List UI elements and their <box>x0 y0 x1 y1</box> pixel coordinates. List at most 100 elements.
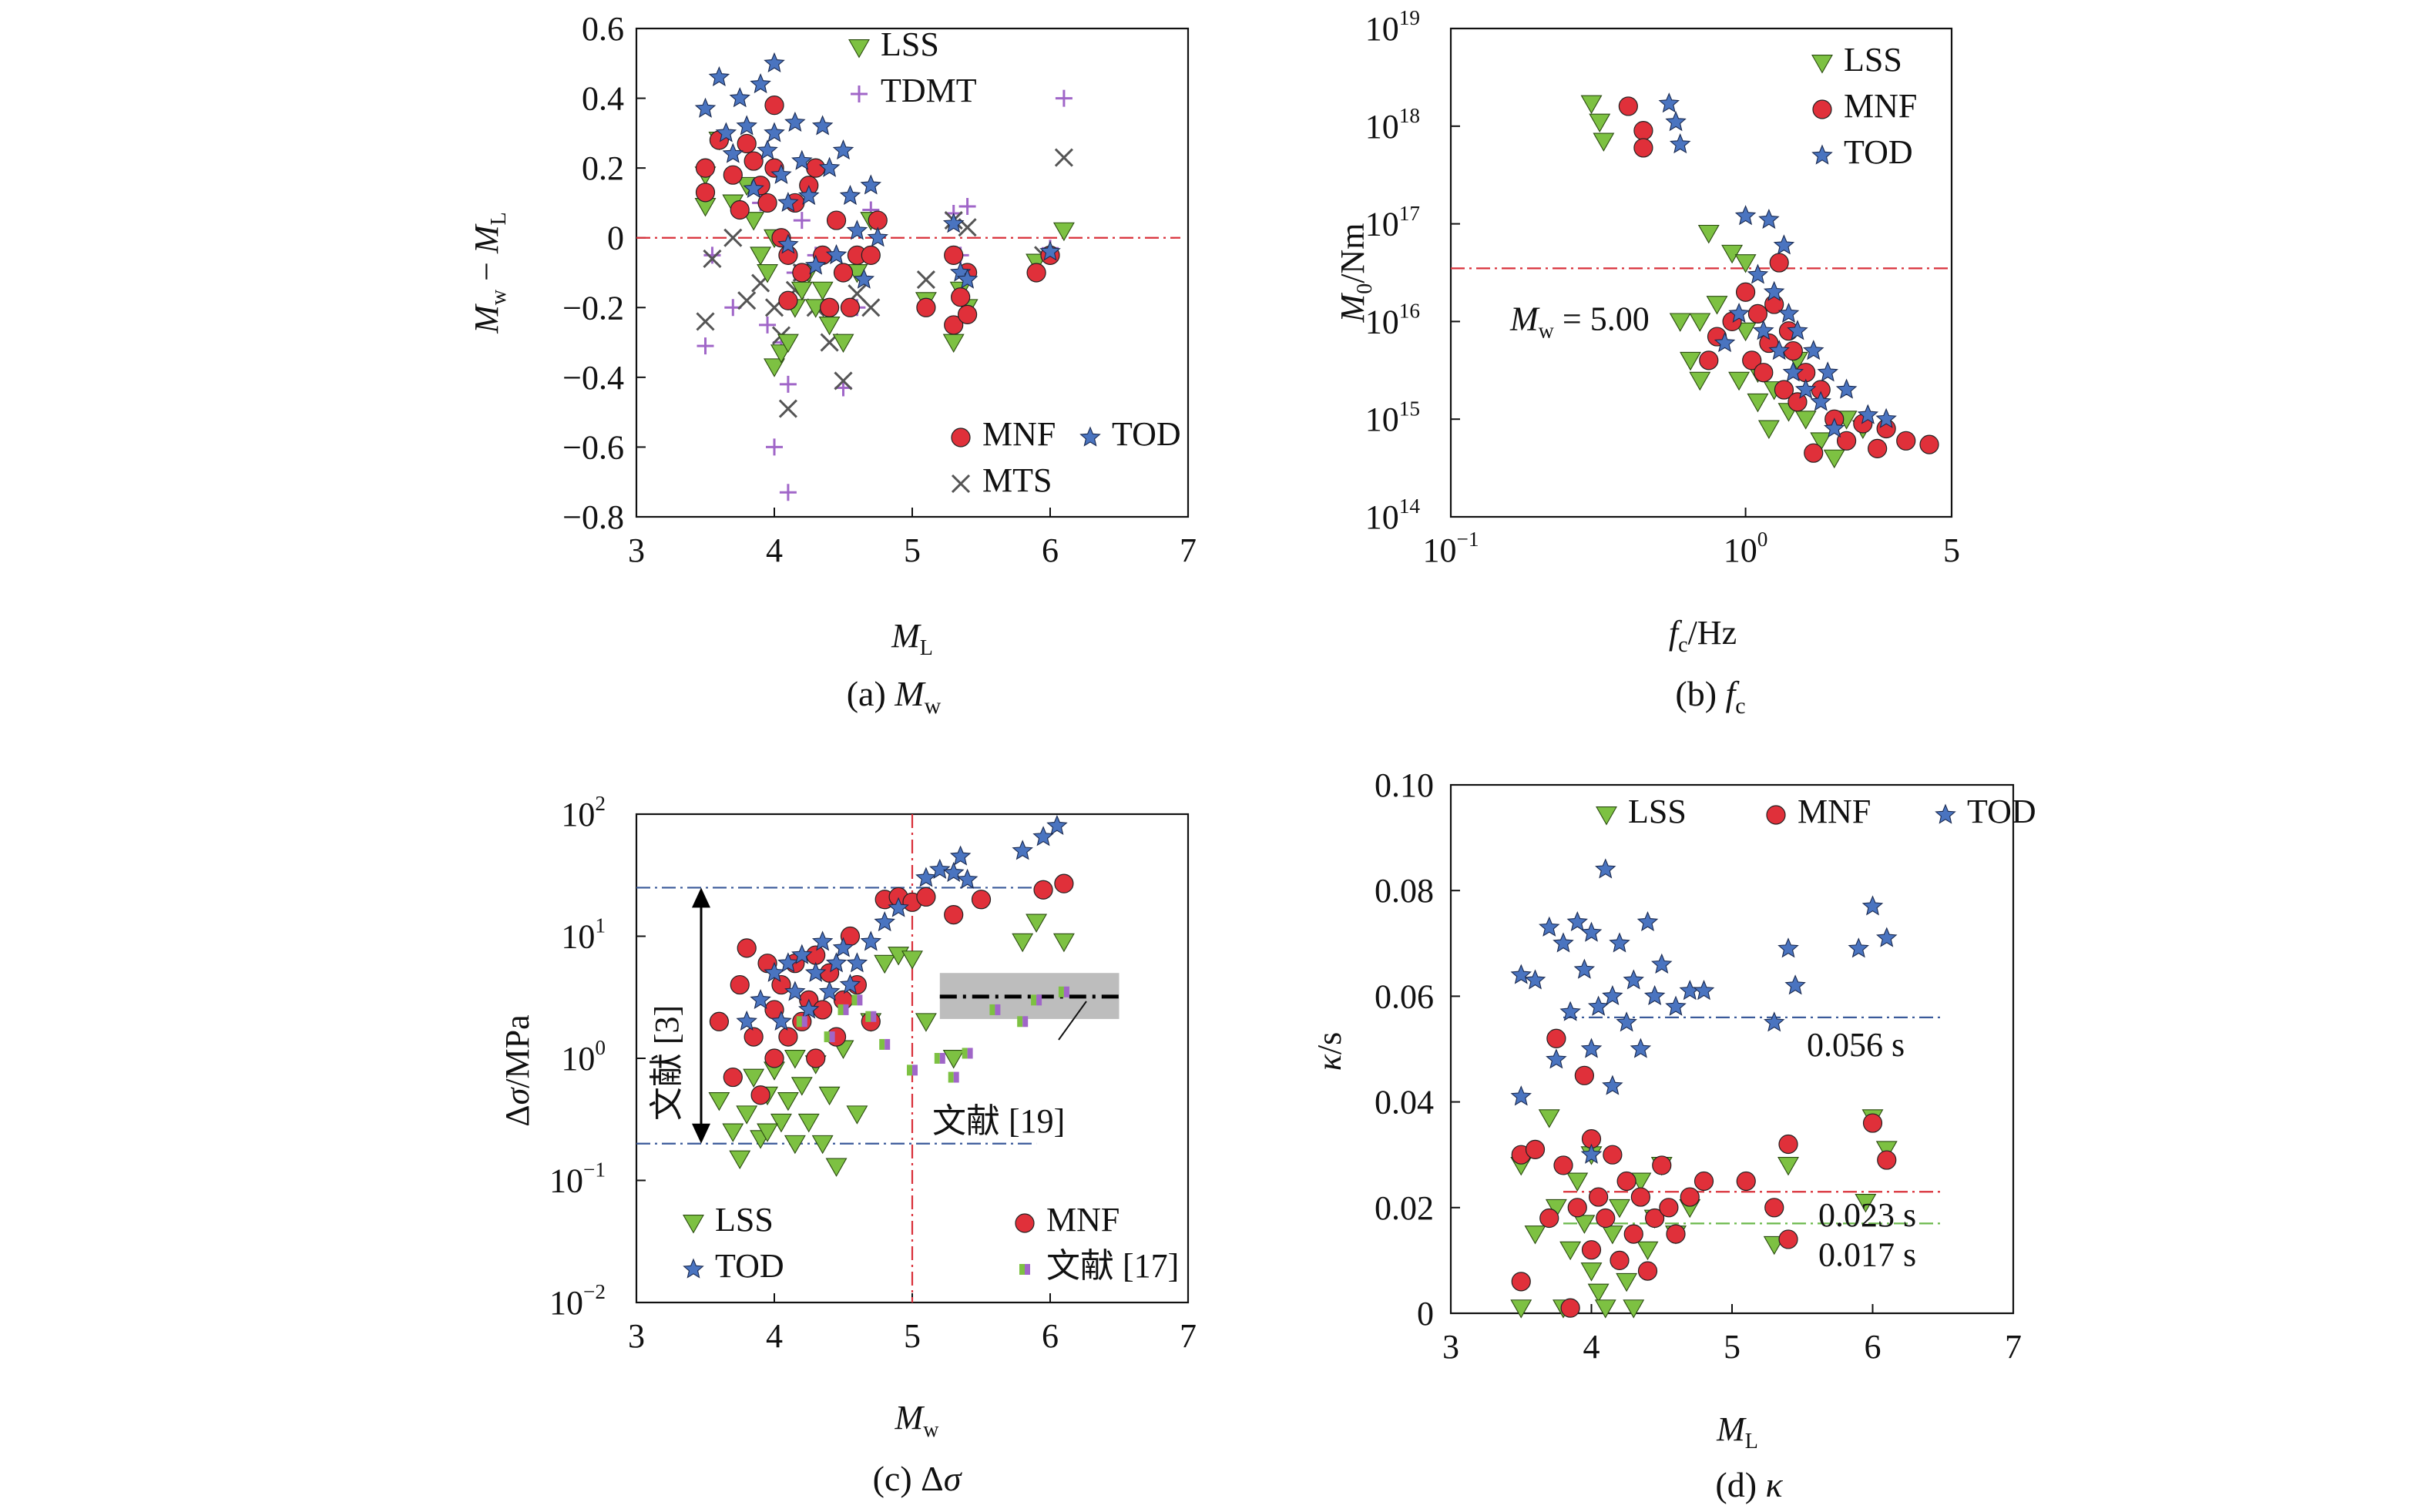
data-point <box>1567 1198 1587 1218</box>
legend-item: MTS <box>951 461 1052 499</box>
data-point <box>1747 263 1769 284</box>
data-point <box>1868 438 1888 458</box>
data-point <box>915 867 937 887</box>
y-tick-label: 1016 <box>1365 300 1420 341</box>
legend-marker <box>1596 806 1617 826</box>
data-point <box>853 268 875 289</box>
data-point <box>1058 986 1069 997</box>
data-point <box>1054 148 1073 167</box>
y-axis-label: M0/Nm <box>1334 223 1377 324</box>
data-point <box>709 1011 730 1031</box>
data-point <box>915 1013 937 1032</box>
data-point <box>779 484 797 501</box>
data-point <box>1580 95 1603 115</box>
legend-item: MNF <box>1766 793 1871 830</box>
legend-item: LSS <box>1811 41 1902 79</box>
y-tick-label: 1014 <box>1365 495 1421 536</box>
data-point <box>784 981 806 1001</box>
legend-item: 文献 [17] <box>1019 1247 1179 1285</box>
data-point <box>1763 280 1785 301</box>
data-point <box>1012 840 1033 860</box>
data-point <box>778 290 798 310</box>
y-tick-label: −0.6 <box>562 428 624 466</box>
data-point <box>1810 391 1831 411</box>
data-point <box>826 210 847 230</box>
data-point <box>1747 393 1769 413</box>
data-point <box>737 938 757 958</box>
data-point <box>729 1150 751 1170</box>
data-point <box>818 156 841 177</box>
legend-marker <box>1019 1264 1030 1275</box>
data-point <box>811 930 834 951</box>
data-point <box>1764 1198 1784 1218</box>
data-point <box>744 1027 764 1047</box>
data-point <box>1875 1141 1898 1160</box>
data-point <box>1032 826 1054 847</box>
series-mnf <box>1511 1028 1897 1318</box>
data-point <box>1052 222 1075 242</box>
legend-marker <box>1811 55 1833 74</box>
data-point <box>1633 121 1653 141</box>
y-tick-label: 1018 <box>1365 104 1420 146</box>
legend-marker <box>1079 426 1101 447</box>
data-point <box>846 952 868 973</box>
data-point <box>730 974 750 995</box>
data-point <box>1589 113 1611 133</box>
data-point <box>1699 350 1719 370</box>
data-point <box>1788 392 1808 412</box>
data-point <box>901 950 923 970</box>
legend-label: LSS <box>1844 41 1902 79</box>
data-point <box>1637 1261 1658 1281</box>
data-point <box>766 438 783 456</box>
data-point <box>833 263 854 283</box>
data-point <box>1546 1048 1567 1069</box>
data-point <box>813 1000 833 1020</box>
data-point <box>1735 282 1756 302</box>
x-tick-label: 5 <box>1943 531 1960 569</box>
data-point <box>777 952 799 973</box>
x-tick-label: 6 <box>1865 1328 1882 1366</box>
y-tick-label: 0.10 <box>1375 766 1434 804</box>
x-axis-label: Mw <box>895 1399 940 1442</box>
x-tick-label: 6 <box>1042 531 1059 569</box>
data-point <box>729 87 750 108</box>
data-point <box>791 149 813 170</box>
data-point <box>1777 1156 1799 1176</box>
data-point <box>819 297 840 317</box>
data-point <box>1610 1250 1630 1271</box>
data-point <box>1666 1224 1686 1244</box>
data-point <box>949 845 972 866</box>
y-tick-label: −0.2 <box>562 289 624 327</box>
data-point <box>1714 332 1736 353</box>
y-tick-label: 101 <box>561 914 606 956</box>
data-point <box>1616 1011 1637 1032</box>
data-point <box>1630 1187 1650 1207</box>
data-point <box>1524 1225 1546 1245</box>
data-point <box>1694 1171 1714 1192</box>
data-point <box>839 184 861 206</box>
series-tod <box>1510 858 1898 1164</box>
y-tick-label: 10−1 <box>549 1158 606 1200</box>
data-point <box>1525 1139 1546 1159</box>
data-point <box>888 897 909 917</box>
data-point <box>723 165 743 185</box>
legend-label: TOD <box>1967 793 2036 830</box>
data-point <box>806 945 826 965</box>
data-point <box>1602 1074 1623 1095</box>
data-point <box>1539 916 1560 937</box>
data-point <box>934 1053 945 1064</box>
data-point <box>703 246 721 264</box>
data-point <box>1862 1113 1883 1133</box>
data-point <box>834 371 853 391</box>
data-point <box>737 291 757 310</box>
data-point <box>784 1050 806 1069</box>
x-tick-label: 3 <box>1442 1328 1459 1366</box>
y-tick-label: −0.4 <box>562 359 624 397</box>
legend-item: MNF <box>1812 87 1917 125</box>
data-point <box>1580 1038 1603 1058</box>
y-tick-label: 0.08 <box>1375 872 1434 910</box>
data-point <box>1510 1085 1532 1106</box>
data-point <box>777 233 799 254</box>
y-tick-label: 100 <box>561 1036 606 1078</box>
